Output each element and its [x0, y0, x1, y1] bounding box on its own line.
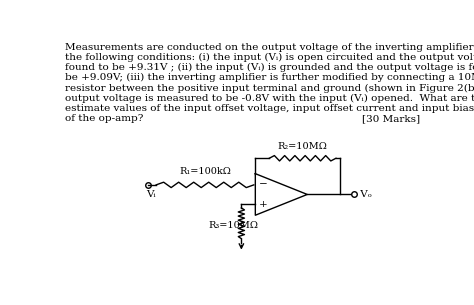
Text: the following conditions: (i) the input (Vᵢ) is open circuited and the output vo: the following conditions: (i) the input … [65, 53, 474, 62]
Text: Measurements are conducted on the output voltage of the inverting amplifier unde: Measurements are conducted on the output… [65, 43, 474, 52]
Text: output voltage is measured to be -0.8V with the input (Vᵢ) opened.  What are the: output voltage is measured to be -0.8V w… [65, 94, 474, 103]
Text: [30 Marks]: [30 Marks] [362, 114, 420, 123]
Text: Vₒ: Vₒ [357, 190, 372, 199]
Text: −: − [259, 180, 268, 189]
Text: estimate values of the input offset voltage, input offset current and input bias: estimate values of the input offset volt… [65, 104, 474, 113]
Text: +: + [259, 199, 268, 209]
Text: R₃=10MΩ: R₃=10MΩ [209, 221, 259, 230]
Text: R₂=10MΩ: R₂=10MΩ [278, 142, 328, 151]
Text: Vᵢ: Vᵢ [146, 190, 155, 199]
Text: be +9.09V; (iii) the inverting amplifier is further modified by connecting a 10M: be +9.09V; (iii) the inverting amplifier… [65, 73, 474, 82]
Text: found to be +9.31V ; (ii) the input (Vᵢ) is grounded and the output voltage is f: found to be +9.31V ; (ii) the input (Vᵢ)… [65, 63, 474, 72]
Text: of the op-amp?: of the op-amp? [65, 114, 144, 123]
Text: resistor between the positive input terminal and ground (shown in Figure 2(b)) a: resistor between the positive input term… [65, 83, 474, 92]
Text: R₁=100kΩ: R₁=100kΩ [179, 167, 231, 176]
